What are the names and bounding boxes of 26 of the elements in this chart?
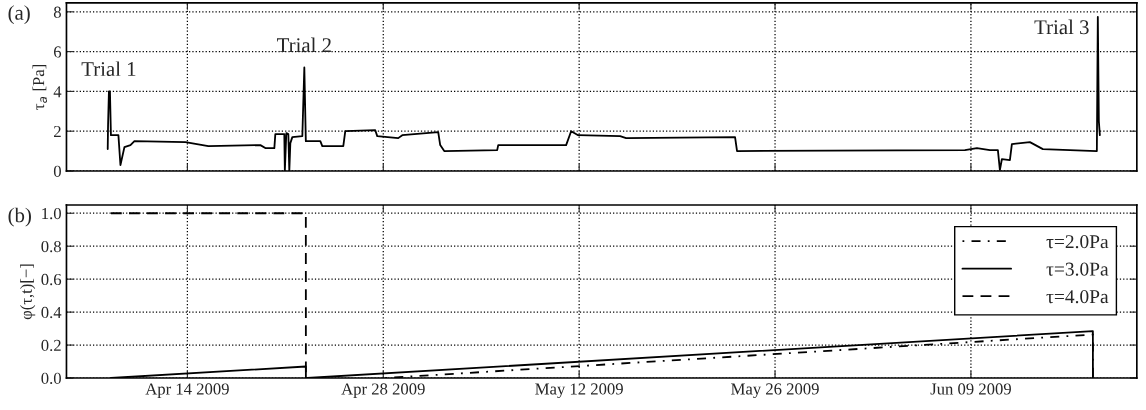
chart-title: (b) bbox=[8, 207, 31, 227]
y-axis-title: τ$_{a}$ [Pa] bbox=[32, 65, 47, 110]
y-tick-label: 1.0 bbox=[42, 207, 61, 220]
y-tick-label: 8 bbox=[53, 6, 61, 18]
x-tick-label: Jun 09 2009 bbox=[930, 383, 1011, 395]
annotation: Trial 3 bbox=[1034, 19, 1089, 35]
legend-label: τ=3.0Pa bbox=[1046, 262, 1109, 276]
y-tick-label: 4 bbox=[53, 86, 62, 98]
annotation: Trial 2 bbox=[277, 37, 331, 53]
y-tick-label: 0.0 bbox=[41, 372, 61, 385]
legend-label: τ=4.0Pa bbox=[1046, 290, 1109, 304]
y-tick-label: 2 bbox=[54, 125, 61, 137]
legend-label: τ=2.0Pa bbox=[1046, 235, 1109, 249]
x-tick-label: Apr 14 2009 bbox=[145, 383, 229, 398]
annotation: Trial 1 bbox=[81, 61, 136, 77]
y-tick-label: 0.4 bbox=[41, 306, 62, 319]
y-tick-label: 0.2 bbox=[41, 339, 61, 352]
y-tick-label: 6 bbox=[53, 46, 62, 58]
y-tick-label: 0 bbox=[53, 165, 61, 177]
y-tick-label: 0.6 bbox=[41, 273, 62, 286]
x-tick-label: May 12 2009 bbox=[535, 383, 623, 398]
chart-title: (a) bbox=[8, 5, 30, 25]
y-tick-label: 0.8 bbox=[41, 240, 61, 253]
x-tick-label: May 26 2009 bbox=[731, 383, 819, 398]
y-axis-title: φ(τ,t)[−] bbox=[20, 264, 36, 320]
x-tick-label: Apr 28 2009 bbox=[341, 383, 425, 398]
